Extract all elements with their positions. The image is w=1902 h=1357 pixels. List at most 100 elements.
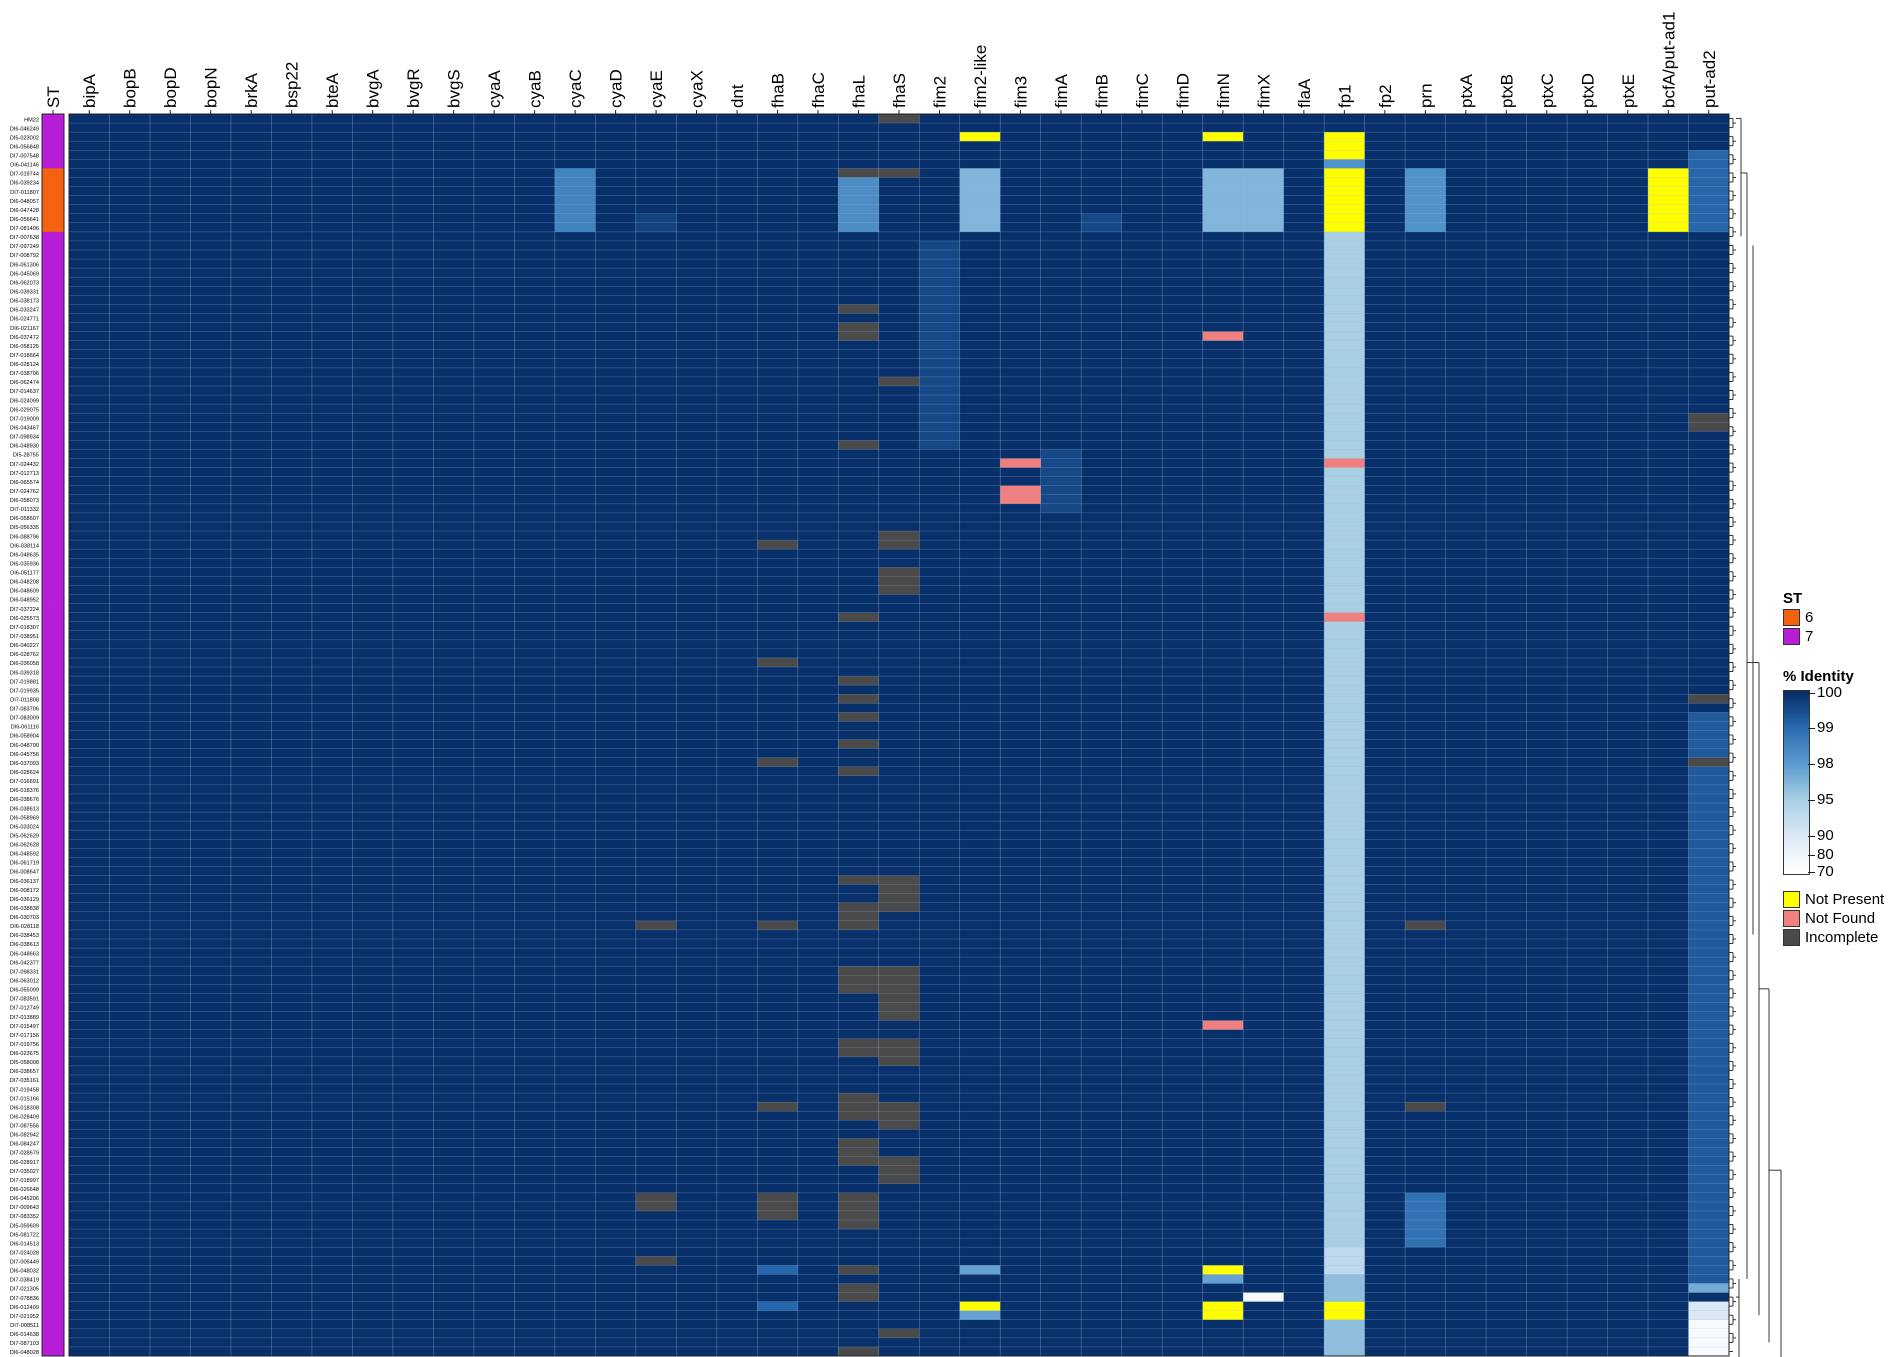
st-cell (42, 413, 64, 423)
heatmap-cell (716, 576, 758, 586)
heatmap-cell (595, 512, 637, 523)
heatmap-cell (1202, 830, 1244, 840)
heatmap-cell (959, 1065, 1001, 1076)
heatmap-cell (1121, 848, 1163, 858)
heatmap-cell (1243, 458, 1285, 468)
heatmap-cell (311, 186, 353, 196)
row-label: DI7-013889 (10, 1015, 39, 1021)
heatmap-cell (1121, 114, 1163, 124)
heatmap-cell (595, 286, 637, 296)
heatmap-cell (1364, 331, 1406, 342)
heatmap-cell (1364, 494, 1406, 505)
heatmap-cell (1648, 802, 1689, 813)
heatmap-cell (1040, 993, 1082, 1003)
row-label: DI7-019744 (10, 172, 39, 178)
heatmap-cell (1243, 812, 1285, 822)
heatmap-cell (1567, 440, 1608, 450)
heatmap-cell (1688, 404, 1730, 414)
heatmap-cell (311, 376, 353, 387)
heatmap-cell (1567, 195, 1608, 206)
heatmap-cell (149, 295, 191, 305)
heatmap-cell (1283, 685, 1325, 695)
column-label: bvgS (445, 69, 464, 108)
heatmap-cell (595, 948, 637, 958)
st-cell (42, 839, 64, 849)
heatmap-cell (1040, 784, 1082, 795)
heatmap-cell (959, 349, 1001, 360)
heatmap-cell (919, 259, 961, 269)
heatmap-cell (311, 793, 353, 804)
heatmap-cell (433, 975, 475, 985)
heatmap-cell (271, 376, 313, 387)
heatmap-cell (433, 521, 475, 532)
heatmap-cell (919, 730, 961, 740)
heatmap-cell (1445, 802, 1487, 813)
heatmap-cell (514, 385, 556, 396)
heatmap-cell (1000, 948, 1042, 958)
st-cell (42, 340, 64, 351)
heatmap-cell (757, 494, 799, 505)
heatmap-cell (1283, 494, 1325, 505)
st-cell (42, 1220, 64, 1230)
heatmap-cell (1000, 549, 1042, 559)
heatmap-cell (1486, 839, 1527, 849)
heatmap-cell (1648, 1002, 1689, 1012)
heatmap-cell (1040, 621, 1082, 632)
heatmap-cell (676, 630, 718, 641)
heatmap-cell (392, 440, 434, 450)
heatmap-cell (1121, 875, 1163, 885)
heatmap-cell (1486, 1093, 1527, 1103)
heatmap-cell (716, 1002, 758, 1012)
heatmap-cell (230, 957, 272, 967)
heatmap-cell (230, 902, 272, 913)
heatmap-cell (919, 703, 961, 713)
heatmap-cell (69, 685, 110, 695)
heatmap-cell (433, 1038, 475, 1049)
heatmap-cell (1081, 141, 1123, 151)
heatmap-cell (109, 966, 151, 976)
row-label: HM22 (24, 117, 39, 123)
heatmap-cell (878, 612, 920, 623)
heatmap-cell (1243, 141, 1285, 151)
heatmap-cell (190, 1102, 232, 1112)
heatmap-cell (1283, 132, 1325, 142)
heatmap-cell (1243, 531, 1285, 541)
column-label: bteA (323, 72, 342, 108)
heatmap-cell (757, 857, 799, 867)
heatmap-cell (1688, 168, 1730, 178)
heatmap-cell (838, 920, 880, 931)
heatmap-cell (554, 1056, 596, 1067)
heatmap-cell (595, 231, 637, 242)
heatmap-cell (797, 884, 839, 895)
heatmap-cell (1040, 884, 1082, 895)
heatmap-cell (109, 304, 151, 314)
heatmap-cell (109, 884, 151, 895)
heatmap-cell (1648, 1102, 1689, 1112)
heatmap-cell (797, 295, 839, 305)
heatmap-cell (109, 639, 151, 650)
heatmap-cell (1526, 512, 1568, 523)
heatmap-cell (838, 404, 880, 414)
heatmap-cell (1162, 929, 1204, 940)
heatmap-cell (716, 739, 758, 749)
heatmap-cell (230, 132, 272, 142)
heatmap-cell (1000, 558, 1042, 568)
heatmap-cell (1567, 884, 1608, 895)
heatmap-cell (1486, 240, 1527, 251)
heatmap-cell (271, 920, 313, 931)
heatmap-cell (190, 1011, 232, 1021)
st-cell (42, 857, 64, 867)
heatmap-cell (109, 186, 151, 196)
heatmap-cell (554, 1129, 596, 1139)
heatmap-cell (190, 676, 232, 686)
heatmap-cell (311, 404, 353, 414)
heatmap-cell (1040, 558, 1082, 568)
heatmap-cell (1688, 748, 1730, 759)
heatmap-cell (919, 358, 961, 369)
heatmap-cell (716, 440, 758, 450)
heatmap-cell (433, 830, 475, 840)
heatmap-cell (69, 775, 110, 786)
heatmap-cell (878, 739, 920, 749)
heatmap-cell (1364, 322, 1406, 332)
column-label: prn (1416, 83, 1435, 108)
